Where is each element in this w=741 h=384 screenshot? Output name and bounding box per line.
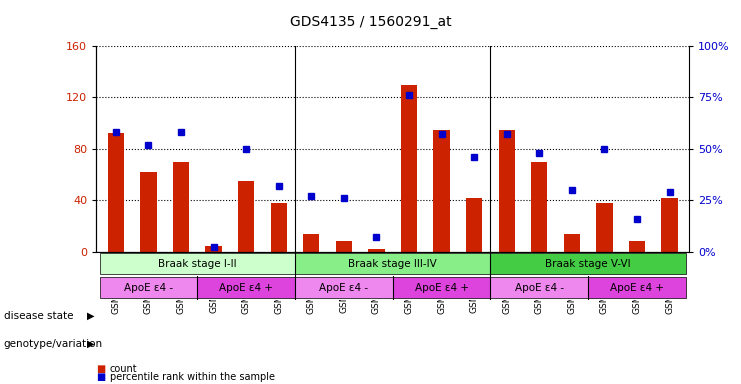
Text: GDS4135 / 1560291_at: GDS4135 / 1560291_at xyxy=(290,15,451,29)
Bar xyxy=(629,241,645,252)
Bar xyxy=(295,253,491,274)
Bar xyxy=(99,253,295,274)
Text: Braak stage III-IV: Braak stage III-IV xyxy=(348,258,437,268)
Text: ApoE ε4 -: ApoE ε4 - xyxy=(515,283,564,293)
Bar xyxy=(531,162,548,252)
Text: ■: ■ xyxy=(96,372,105,382)
Bar xyxy=(588,277,686,298)
Bar xyxy=(303,233,319,252)
Bar xyxy=(238,181,254,252)
Text: ApoE ε4 +: ApoE ε4 + xyxy=(610,283,664,293)
Bar xyxy=(336,241,352,252)
Text: ApoE ε4 +: ApoE ε4 + xyxy=(219,283,273,293)
Bar xyxy=(401,84,417,252)
Bar xyxy=(140,172,156,252)
Bar xyxy=(393,277,491,298)
Text: percentile rank within the sample: percentile rank within the sample xyxy=(110,372,275,382)
Text: disease state: disease state xyxy=(4,311,73,321)
Bar xyxy=(107,133,124,252)
Text: Braak stage V-VI: Braak stage V-VI xyxy=(545,258,631,268)
Bar xyxy=(99,277,197,298)
Bar xyxy=(466,198,482,252)
Text: ApoE ε4 -: ApoE ε4 - xyxy=(124,283,173,293)
Text: ApoE ε4 +: ApoE ε4 + xyxy=(414,283,468,293)
Text: ApoE ε4 -: ApoE ε4 - xyxy=(319,283,368,293)
Bar xyxy=(368,249,385,252)
Bar xyxy=(433,129,450,252)
Text: genotype/variation: genotype/variation xyxy=(4,339,103,349)
Bar xyxy=(295,277,393,298)
Bar xyxy=(270,203,287,252)
Bar xyxy=(491,253,686,274)
Text: ▶: ▶ xyxy=(87,339,95,349)
Bar xyxy=(491,277,588,298)
Bar xyxy=(499,129,515,252)
Bar xyxy=(662,198,678,252)
Text: ■: ■ xyxy=(96,364,105,374)
Text: count: count xyxy=(110,364,137,374)
Text: ▶: ▶ xyxy=(87,311,95,321)
Bar xyxy=(564,233,580,252)
Text: Braak stage I-II: Braak stage I-II xyxy=(158,258,236,268)
Bar xyxy=(597,203,613,252)
Bar xyxy=(205,247,222,252)
Bar xyxy=(173,162,189,252)
Bar xyxy=(197,277,295,298)
